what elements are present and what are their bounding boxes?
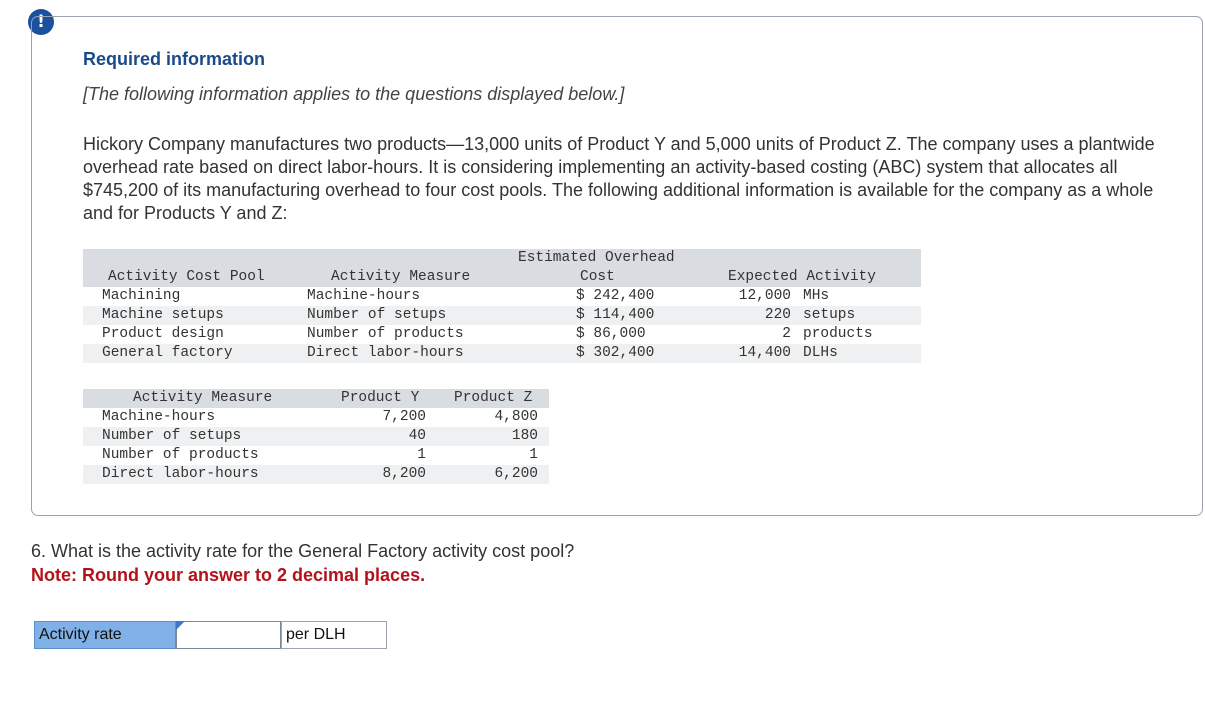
table-cell-measure: Number of products [307,326,464,342]
table-row-stripe [83,427,549,446]
table-cell-unit: MHs [803,288,830,304]
table-cell-measure: Direct labor-hours [102,466,259,482]
table-cell-product-z: 6,200 [494,466,538,482]
required-info-subtitle: [The following information applies to th… [83,84,625,104]
table-cell-product-y: 7,200 [382,409,426,425]
table-cell-cost: $ 114,400 [576,307,655,323]
col-header-product-z: Product Z [454,390,533,406]
table-cell-cost: $ 302,400 [576,345,655,361]
table-cell-product-z: 180 [511,428,538,444]
col-header-activity-measure: Activity Measure [331,269,471,285]
col-header-product-y: Product Y [341,390,420,406]
activity-rate-unit: per DLH [281,621,387,649]
col-header-cost: Cost [580,269,615,285]
table-row-stripe [83,465,549,484]
table-cell-qty: 2 [782,326,791,342]
table-cell-pool: Product design [102,326,224,342]
col-header-activity-measure: Activity Measure [133,390,273,406]
table-header-band [83,389,549,408]
table-cell-measure: Machine-hours [102,409,216,425]
question-text: 6. What is the activity rate for the Gen… [31,541,575,561]
table-cell-pool: General factory [102,345,233,361]
table-cell-pool: Machine setups [102,307,224,323]
required-info-title: Required information [83,49,266,69]
col-header-activity-cost-pool: Activity Cost Pool [108,269,265,285]
required-info-panel [31,16,1203,516]
table-cell-product-y: 1 [417,447,426,463]
table-cell-product-z: 4,800 [494,409,538,425]
table-cell-cost: $ 242,400 [576,288,655,304]
table-cell-measure: Machine-hours [307,288,421,304]
table-cell-pool: Machining [102,288,181,304]
table-cell-measure: Direct labor-hours [307,345,464,361]
table-cell-product-y: 40 [408,428,426,444]
table-cell-unit: DLHs [803,345,838,361]
rounding-note: Note: Round your answer to 2 decimal pla… [31,565,426,585]
table-cell-qty: 12,000 [738,288,791,304]
table-cell-cost: $ 86,000 [576,326,646,342]
activity-rate-label: Activity rate [34,621,176,649]
table-cell-unit: setups [803,307,856,323]
table-cell-measure: Number of setups [102,428,242,444]
table-cell-unit: products [803,326,873,342]
table-cell-qty: 14,400 [738,345,791,361]
input-marker-icon [176,621,185,630]
problem-intro: Hickory Company manufactures two product… [83,134,1155,223]
col-header-estimated-overhead: Estimated Overhead [518,250,675,266]
table-header-band [83,249,921,287]
table-cell-measure: Number of setups [307,307,447,323]
table-row-stripe [83,344,921,363]
table-cell-qty: 220 [764,307,791,323]
table-cell-product-z: 1 [529,447,538,463]
col-header-expected-activity: Expected Activity [728,269,876,285]
activity-rate-input[interactable] [176,621,281,649]
table-row-stripe [83,306,921,325]
table-cell-product-y: 8,200 [382,466,426,482]
table-cell-measure: Number of products [102,447,259,463]
